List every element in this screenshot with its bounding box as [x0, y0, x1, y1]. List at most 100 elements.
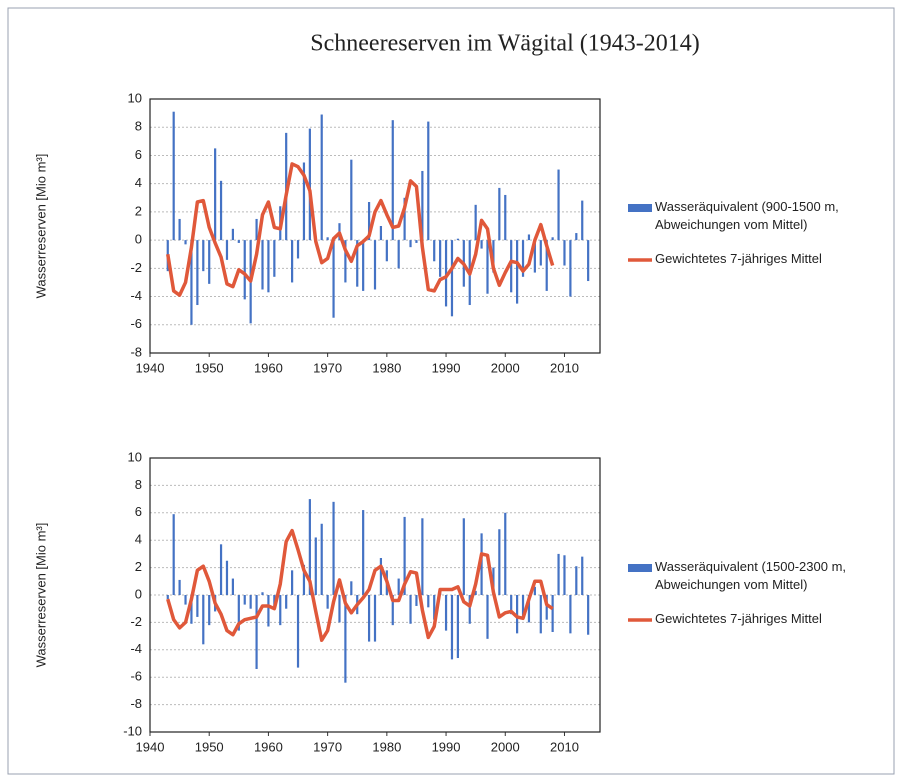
- bar: [385, 240, 388, 262]
- bar: [190, 240, 193, 325]
- bar: [344, 240, 347, 283]
- legend-entry: Gewichtetes 7-jähriges Mittel: [655, 251, 822, 266]
- legend-label: Gewichtetes 7-jähriges Mittel: [655, 251, 822, 266]
- bar: [557, 553, 560, 595]
- x-tick-label: 1960: [254, 739, 283, 754]
- bar: [367, 202, 371, 241]
- y-tick-label: 2: [135, 559, 142, 574]
- frame: [7, 7, 895, 775]
- y-tick-label: 10: [128, 90, 142, 105]
- y-axis-label: Wasserreserven [Mio m³]: [33, 154, 48, 299]
- bar: [456, 238, 459, 241]
- bar: [397, 578, 400, 595]
- y-axis-label: Wasserreserven [Mio m³]: [33, 523, 48, 668]
- bar: [296, 595, 300, 668]
- bar: [208, 240, 211, 284]
- y-tick-label: -6: [130, 316, 142, 331]
- bar: [563, 240, 566, 266]
- bar: [214, 148, 217, 241]
- bar: [480, 240, 483, 249]
- bar: [415, 595, 418, 606]
- x-tick-label: 1990: [432, 739, 461, 754]
- bar: [545, 595, 548, 620]
- bar: [178, 218, 181, 241]
- line: [166, 528, 554, 642]
- bar: [403, 516, 406, 595]
- bar: [362, 510, 365, 595]
- y-tick-label: 8: [135, 477, 142, 492]
- bar: [208, 595, 211, 626]
- bar: [350, 159, 353, 241]
- bar: [285, 595, 288, 609]
- bar: [291, 240, 294, 283]
- bar: [397, 240, 400, 269]
- y-tick-label: -4: [130, 288, 142, 303]
- x-tick-label: 1970: [313, 739, 342, 754]
- y-tick-label: 4: [135, 532, 142, 547]
- bar: [184, 595, 187, 605]
- bar: [421, 170, 424, 241]
- legend-swatch: [628, 204, 652, 212]
- chart-title: Schneereserven im Wägital (1943-2014): [310, 31, 699, 57]
- bar: [581, 200, 584, 241]
- bar: [302, 162, 306, 241]
- bar: [219, 544, 223, 595]
- bar: [533, 240, 536, 273]
- x-tick-label: 2000: [491, 360, 520, 375]
- bar: [391, 595, 394, 626]
- y-tick-label: -8: [130, 344, 142, 359]
- bar: [237, 595, 240, 631]
- plot-frame: [149, 457, 601, 733]
- bar: [421, 518, 424, 595]
- bar: [474, 204, 477, 241]
- bar: [196, 240, 199, 306]
- x-tick-label: 1960: [254, 360, 283, 375]
- bar: [243, 240, 246, 300]
- y-tick-label: -10: [123, 723, 142, 738]
- x-tick-label: 1990: [432, 360, 461, 375]
- bar: [302, 564, 306, 595]
- y-tick-label: 6: [135, 147, 142, 162]
- bar: [243, 595, 246, 605]
- bar: [379, 226, 383, 241]
- x-tick-label: 1950: [195, 360, 224, 375]
- bar: [367, 595, 371, 642]
- y-tick-label: -8: [130, 696, 142, 711]
- bar: [320, 114, 323, 241]
- bar: [516, 240, 519, 304]
- bar: [510, 595, 513, 615]
- y-tick-label: 8: [135, 119, 142, 134]
- bar: [450, 595, 454, 660]
- x-tick-label: 2000: [491, 739, 520, 754]
- plot-frame: [149, 98, 601, 354]
- bar: [427, 595, 430, 608]
- legend-swatch: [628, 564, 652, 572]
- x-tick-label: 1970: [313, 360, 342, 375]
- bar: [261, 592, 264, 595]
- bar: [267, 595, 270, 627]
- bar: [527, 234, 531, 241]
- bar: [231, 228, 234, 241]
- bar: [474, 590, 477, 595]
- bar: [527, 595, 531, 623]
- bar: [456, 595, 459, 659]
- bar: [551, 237, 554, 241]
- bar: [539, 240, 542, 266]
- bar: [202, 595, 205, 645]
- bar: [373, 240, 377, 290]
- bar: [184, 240, 187, 245]
- bar: [296, 240, 300, 259]
- bar: [587, 240, 590, 282]
- bar: [379, 558, 383, 595]
- bar: [439, 240, 442, 277]
- y-tick-label: 0: [135, 586, 142, 601]
- bar: [237, 240, 240, 243]
- bar: [403, 197, 406, 241]
- bar: [202, 240, 205, 272]
- bar: [480, 533, 483, 595]
- bar: [255, 218, 258, 241]
- bar: [444, 595, 448, 631]
- bar: [433, 240, 436, 262]
- y-tick-label: 10: [128, 449, 142, 464]
